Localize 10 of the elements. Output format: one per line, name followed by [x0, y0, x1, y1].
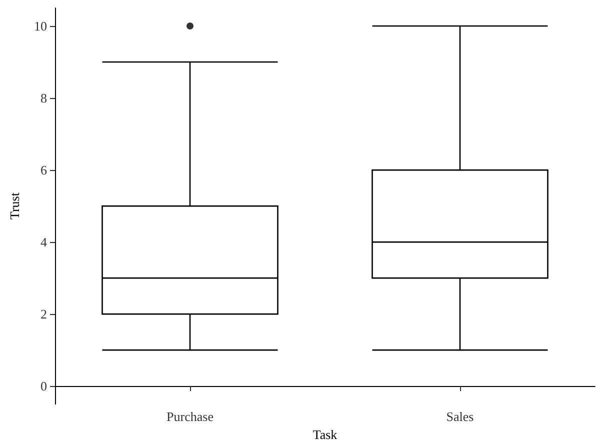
y-tick-label: 10: [34, 18, 47, 34]
y-tick-label: 4: [40, 234, 48, 250]
x-tick-label: Purchase: [166, 409, 214, 424]
y-tick-label: 8: [40, 90, 47, 106]
y-tick-label: 6: [40, 162, 48, 178]
y-tick-label: 2: [40, 306, 47, 322]
x-tick-label: Sales: [446, 409, 474, 424]
y-tick-label: 0: [40, 378, 47, 394]
y-axis-title: Trust: [7, 192, 22, 220]
x-axis-title: Task: [312, 427, 338, 442]
